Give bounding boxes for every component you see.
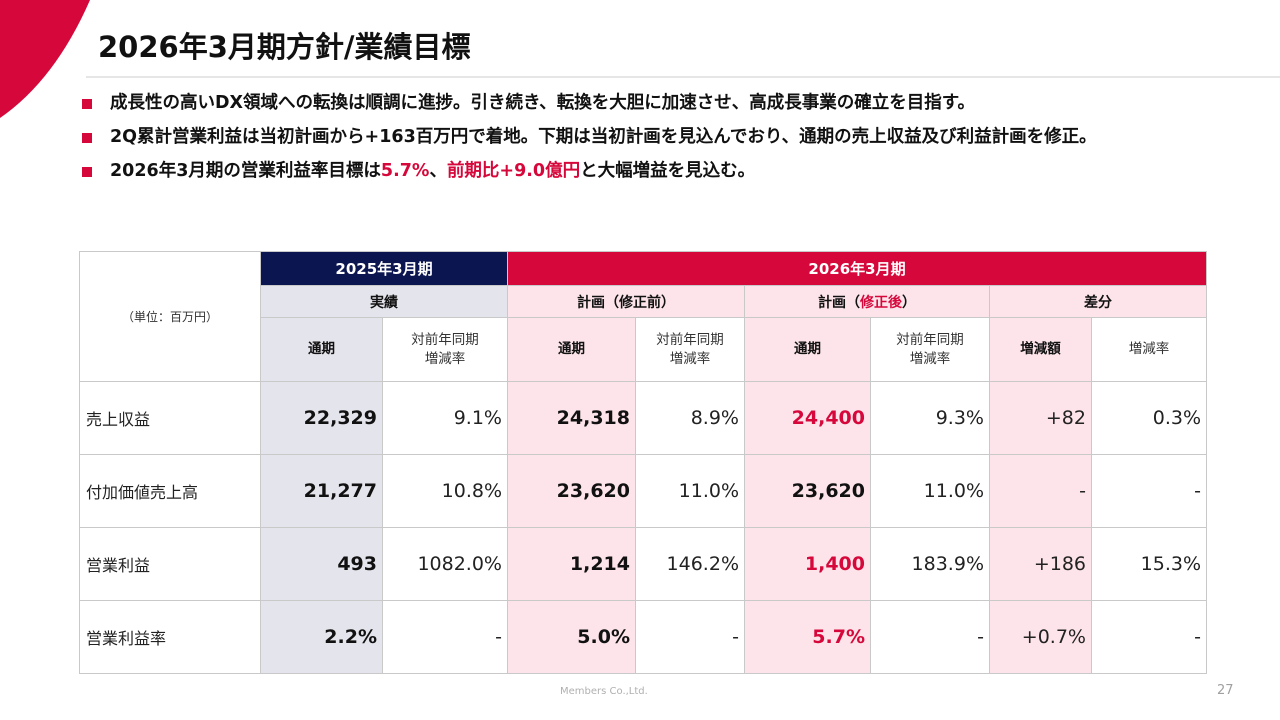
after-yoy-value: 11.0% xyxy=(870,454,990,528)
performance-table: （単位：百万円） 2025年3月期 2026年3月期 実績 計画（修正前） 計画… xyxy=(79,251,1208,674)
diff-rate-value: - xyxy=(1090,600,1208,674)
bullet-text-part: 、 xyxy=(429,161,447,181)
bullet-text-part: と大幅増益を見込む。 xyxy=(580,161,756,181)
after-value: 23,620 xyxy=(744,454,871,528)
yoy-line-2: 増減率 xyxy=(424,350,466,367)
diff-amount-value: +186 xyxy=(989,527,1092,601)
col-after-yoy: 対前年同期 増減率 xyxy=(870,317,990,382)
plan-after-prefix: 計画（ xyxy=(818,294,860,311)
actual-value: 2.2% xyxy=(260,600,383,674)
bullet-item: 2026年3月期の営業利益率目標は5.7%、前期比+9.0億円と大幅増益を見込む… xyxy=(82,158,1202,184)
row-label: 営業利益率 xyxy=(79,600,261,674)
before-yoy-value: 8.9% xyxy=(635,381,745,455)
after-value: 5.7% xyxy=(744,600,871,674)
group-diff-header: 差分 xyxy=(988,285,1208,318)
highlight-margin-target: 5.7% xyxy=(380,161,430,181)
diff-rate-value: 0.3% xyxy=(1090,381,1208,455)
after-yoy-value: 9.3% xyxy=(870,381,990,455)
col-before-yoy: 対前年同期 増減率 xyxy=(635,317,745,382)
before-value: 23,620 xyxy=(507,454,636,528)
bullet-text: 成長性の高いDX領域への転換は順調に進捗。引き続き、転換を大胆に加速させ、高成長… xyxy=(110,93,976,113)
col-actual-yoy: 対前年同期 増減率 xyxy=(382,317,508,382)
before-value: 5.0% xyxy=(507,600,636,674)
actual-yoy-value: 9.1% xyxy=(382,381,508,455)
actual-value: 22,329 xyxy=(260,381,383,455)
row-label: 付加価値売上高 xyxy=(79,454,261,528)
col-actual-full-year: 通期 xyxy=(260,317,383,382)
col-change-rate: 増減率 xyxy=(1090,317,1208,382)
actual-yoy-value: - xyxy=(382,600,508,674)
col-after-full-year: 通期 xyxy=(744,317,871,382)
table-row: 売上収益 22,329 9.1% 24,318 8.9% 24,400 9.3%… xyxy=(79,381,1208,455)
row-label: 営業利益 xyxy=(79,527,261,601)
group-plan-before-header: 計画（修正前） xyxy=(507,285,745,318)
actual-yoy-value: 1082.0% xyxy=(382,527,508,601)
after-value: 1,400 xyxy=(744,527,871,601)
group-actual-header: 実績 xyxy=(260,285,508,318)
after-yoy-value: - xyxy=(870,600,990,674)
corner-accent-shape xyxy=(0,0,90,118)
bullet-item: 成長性の高いDX領域への転換は順調に進捗。引き続き、転換を大胆に加速させ、高成長… xyxy=(82,90,1202,116)
actual-value: 21,277 xyxy=(260,454,383,528)
bullet-item: 2Q累計営業利益は当初計画から+163百万円で着地。下期は当初計画を見込んでおり… xyxy=(82,124,1202,150)
before-yoy-value: - xyxy=(635,600,745,674)
row-label: 売上収益 xyxy=(79,381,261,455)
diff-rate-value: - xyxy=(1090,454,1208,528)
col-change-amount: 増減額 xyxy=(989,317,1092,382)
bullet-square-icon xyxy=(82,99,92,109)
before-yoy-value: 11.0% xyxy=(635,454,745,528)
unit-label: （単位：百万円） xyxy=(79,251,261,382)
before-value: 24,318 xyxy=(507,381,636,455)
yoy-line-1: 対前年同期 xyxy=(896,331,964,348)
period-2025-header: 2025年3月期 xyxy=(260,251,508,286)
actual-yoy-value: 10.8% xyxy=(382,454,508,528)
bullet-text-part: 2026年3月期の営業利益率目標は xyxy=(110,161,381,181)
diff-amount-value: - xyxy=(989,454,1092,528)
yoy-line-2: 増減率 xyxy=(909,350,951,367)
plan-after-suffix: ） xyxy=(902,294,916,311)
highlight-yoy-increase: 前期比+9.0億円 xyxy=(446,161,581,181)
table-row: 営業利益 493 1082.0% 1,214 146.2% 1,400 183.… xyxy=(79,527,1208,601)
after-yoy-value: 183.9% xyxy=(870,527,990,601)
before-value: 1,214 xyxy=(507,527,636,601)
period-2026-header: 2026年3月期 xyxy=(506,251,1208,286)
group-plan-after-header: 計画（修正後） xyxy=(744,285,990,318)
bullet-square-icon xyxy=(82,167,92,177)
table-row: 付加価値売上高 21,277 10.8% 23,620 11.0% 23,620… xyxy=(79,454,1208,528)
plan-after-highlight: 修正後 xyxy=(860,294,902,311)
diff-rate-value: 15.3% xyxy=(1090,527,1208,601)
before-yoy-value: 146.2% xyxy=(635,527,745,601)
col-before-full-year: 通期 xyxy=(507,317,636,382)
table-row: 営業利益率 2.2% - 5.0% - 5.7% - +0.7% - xyxy=(79,600,1208,674)
yoy-line-1: 対前年同期 xyxy=(411,331,479,348)
diff-amount-value: +0.7% xyxy=(989,600,1092,674)
bullet-square-icon xyxy=(82,133,92,143)
page-title: 2026年3月期方針/業績目標 xyxy=(98,30,471,64)
title-divider xyxy=(86,76,1280,78)
footer-company: Members Co.,Ltd. xyxy=(560,686,648,697)
page-number: 27 xyxy=(1217,683,1234,698)
yoy-line-2: 増減率 xyxy=(669,350,711,367)
diff-amount-value: +82 xyxy=(989,381,1092,455)
yoy-line-1: 対前年同期 xyxy=(656,331,724,348)
actual-value: 493 xyxy=(260,527,383,601)
bullet-list: 成長性の高いDX領域への転換は順調に進捗。引き続き、転換を大胆に加速させ、高成長… xyxy=(82,90,1202,192)
bullet-text: 2Q累計営業利益は当初計画から+163百万円で着地。下期は当初計画を見込んでおり… xyxy=(110,127,1097,147)
after-value: 24,400 xyxy=(744,381,871,455)
bullet-text: 2026年3月期の営業利益率目標は5.7%、前期比+9.0億円と大幅増益を見込む… xyxy=(110,158,1202,184)
